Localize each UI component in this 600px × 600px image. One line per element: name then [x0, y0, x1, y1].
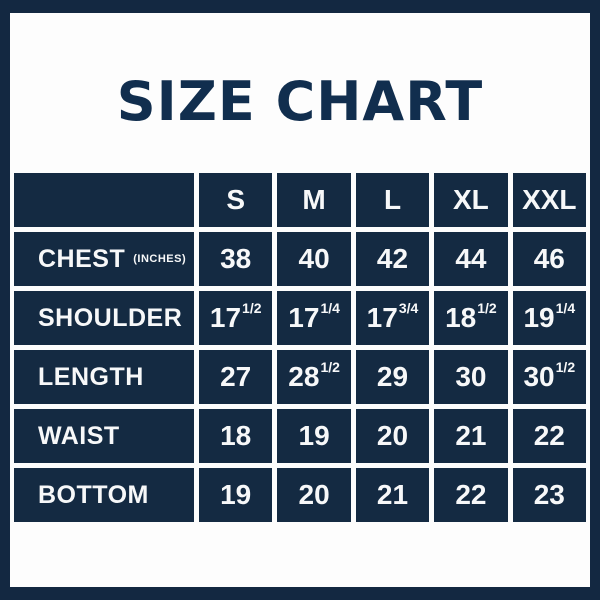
size-value-cell: 20 — [355, 409, 430, 463]
size-value-cell: 46 — [512, 232, 586, 286]
size-value-fraction: 1/4 — [555, 300, 576, 316]
size-value: 19 — [523, 302, 555, 333]
size-value: 40 — [298, 243, 330, 274]
size-value-cell: 19 — [277, 409, 351, 463]
size-value: 17 — [366, 302, 398, 333]
column-header-m: M — [277, 173, 351, 227]
size-value-cell: 17 3/4 — [355, 291, 430, 345]
size-value: 21 — [455, 420, 487, 451]
size-value-cell: 19 1/4 — [512, 291, 586, 345]
size-value-fraction: 1/2 — [477, 300, 497, 316]
size-value-cell: 30 1/2 — [512, 350, 586, 404]
size-value-cell: 19 — [199, 468, 273, 522]
page-title: SIZE CHART — [116, 70, 484, 133]
size-value-cell: 42 — [355, 232, 430, 286]
row-label-shoulder: SHOULDER — [14, 291, 194, 345]
size-value: 18 — [220, 420, 252, 451]
size-value-cell: 29 — [355, 350, 430, 404]
size-value: 30 — [523, 361, 555, 392]
row-label-note: (INCHES) — [133, 253, 187, 265]
table-corner-cell — [14, 173, 194, 227]
column-header-label: M — [302, 184, 326, 215]
size-value-cell: 27 — [199, 350, 273, 404]
size-value-cell: 18 — [199, 409, 273, 463]
row-label-waist: WAIST — [14, 409, 194, 463]
size-value-cell: 44 — [434, 232, 508, 286]
column-header-l: L — [355, 173, 430, 227]
row-label-chest: CHEST (INCHES) — [14, 232, 194, 286]
size-value-cell: 40 — [277, 232, 351, 286]
size-value: 46 — [533, 243, 565, 274]
size-value-cell: 21 — [355, 468, 430, 522]
size-value: 38 — [220, 243, 252, 274]
column-header-label: L — [383, 184, 402, 215]
column-header-label: XXL — [522, 184, 577, 215]
size-value: 18 — [445, 302, 477, 333]
row-label-bottom: BOTTOM — [14, 468, 194, 522]
row-label-text: WAIST — [38, 421, 120, 450]
size-value: 23 — [533, 479, 565, 510]
size-value-cell: 38 — [199, 232, 273, 286]
size-value: 19 — [298, 420, 330, 451]
size-value-cell: 22 — [434, 468, 508, 522]
size-value: 42 — [376, 243, 409, 274]
size-value-cell: 23 — [512, 468, 586, 522]
size-value: 17 — [209, 302, 242, 333]
size-value: 27 — [220, 361, 252, 392]
size-value: 22 — [533, 420, 565, 451]
size-value-fraction: 1/4 — [320, 300, 340, 316]
size-value-fraction: 1/2 — [242, 300, 262, 316]
row-label-length: LENGTH — [14, 350, 194, 404]
size-value: 30 — [455, 361, 487, 392]
size-value: 20 — [298, 479, 330, 510]
size-value-fraction: 1/2 — [555, 359, 576, 375]
size-value-cell: 18 1/2 — [434, 291, 508, 345]
column-header-xl: XL — [434, 173, 508, 227]
size-value: 20 — [376, 420, 409, 451]
size-value: 17 — [288, 302, 320, 333]
row-label-text: LENGTH — [38, 362, 144, 391]
size-value-cell: 21 — [434, 409, 508, 463]
row-label-text: CHEST — [38, 244, 126, 273]
size-value: 28 — [288, 361, 320, 392]
size-value-cell: 17 1/2 — [199, 291, 273, 345]
size-value: 44 — [455, 243, 487, 274]
row-label-text: SHOULDER — [38, 303, 183, 332]
size-value-cell: 30 — [434, 350, 508, 404]
size-value: 19 — [220, 479, 252, 510]
column-header-label: S — [226, 184, 246, 215]
size-value: 21 — [376, 479, 409, 510]
size-value-fraction: 1/2 — [320, 359, 340, 375]
size-value: 22 — [455, 479, 487, 510]
column-header-s: S — [199, 173, 273, 227]
size-value-cell: 28 1/2 — [277, 350, 351, 404]
size-value-fraction: 3/4 — [398, 300, 419, 316]
row-label-text: BOTTOM — [38, 480, 149, 509]
size-table: S M L XL XXL CHEST (INCHES) 38 40 42 44 46 SHOULDER 1… — [14, 173, 586, 522]
size-value-cell: 20 — [277, 468, 351, 522]
size-value-cell: 22 — [512, 409, 586, 463]
size-value: 29 — [376, 361, 409, 392]
column-header-xxl: XXL — [512, 173, 586, 227]
column-header-label: XL — [453, 184, 489, 215]
size-value-cell: 17 1/4 — [277, 291, 351, 345]
